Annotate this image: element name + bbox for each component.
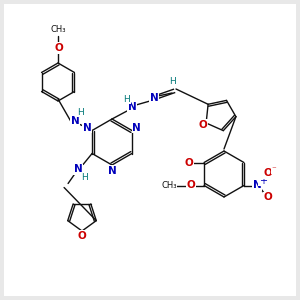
Text: N: N: [128, 102, 136, 112]
Text: CH₃: CH₃: [161, 181, 177, 190]
Text: ⁻: ⁻: [272, 165, 276, 174]
Text: O: O: [263, 169, 272, 178]
Text: H: H: [169, 76, 176, 85]
Text: N: N: [71, 116, 80, 125]
Text: H: H: [124, 94, 130, 103]
Text: N: N: [108, 166, 116, 176]
Text: O: O: [78, 231, 86, 241]
Text: H: H: [77, 108, 83, 117]
Text: O: O: [187, 181, 196, 190]
Text: CH₃: CH₃: [50, 26, 66, 34]
Text: N: N: [83, 123, 92, 133]
Text: +: +: [259, 176, 267, 185]
Text: O: O: [185, 158, 194, 167]
Text: N: N: [132, 123, 141, 133]
Text: O: O: [55, 43, 63, 53]
Text: O: O: [263, 193, 272, 202]
Text: N: N: [74, 164, 82, 175]
Text: O: O: [199, 120, 208, 130]
Text: N: N: [253, 181, 261, 190]
Text: N: N: [150, 93, 158, 103]
FancyBboxPatch shape: [4, 4, 296, 296]
Text: H: H: [81, 173, 88, 182]
